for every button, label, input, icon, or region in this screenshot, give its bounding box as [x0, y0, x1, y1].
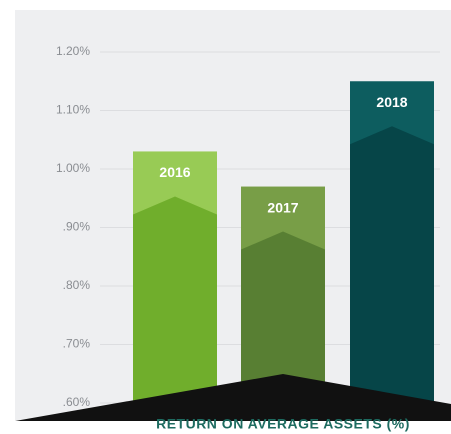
base-wedge — [15, 374, 451, 421]
y-tick-label: 1.00% — [56, 161, 90, 175]
bar-chevron — [133, 196, 217, 403]
bars: 2016 2017 2018 — [133, 81, 434, 403]
bar-chevron — [350, 126, 434, 403]
y-tick-label: .70% — [63, 337, 91, 351]
y-tick-label: .90% — [63, 220, 91, 234]
bar-chevron — [241, 231, 325, 403]
category-label: 2016 — [159, 164, 190, 180]
chart-title: RETURN ON AVERAGE ASSETS (%) — [156, 416, 410, 432]
y-tick-label: .60% — [63, 395, 91, 409]
category-label: 2017 — [267, 199, 298, 215]
category-label: 2018 — [376, 94, 407, 110]
y-tick-label: 1.10% — [56, 103, 90, 117]
y-tick-label: 1.20% — [56, 44, 90, 58]
y-tick-label: .80% — [63, 278, 91, 292]
